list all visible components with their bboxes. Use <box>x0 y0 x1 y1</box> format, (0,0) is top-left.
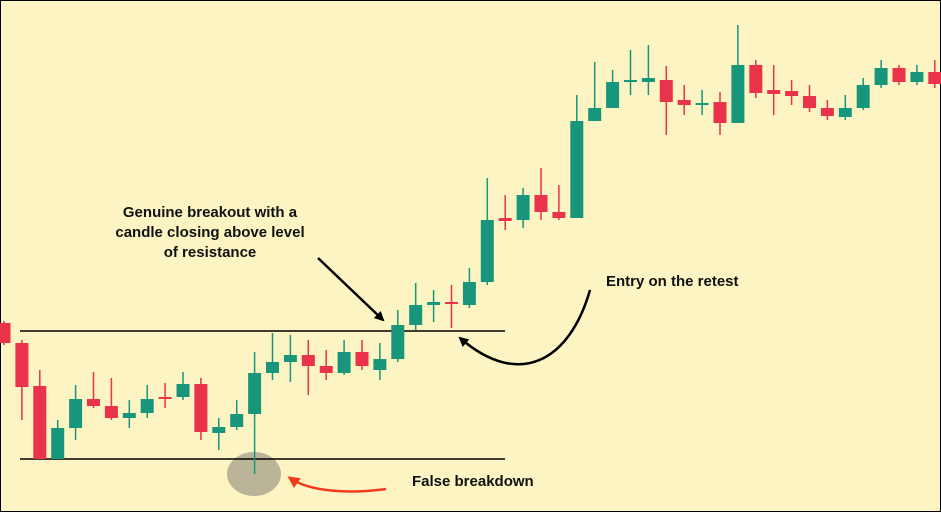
candle-body <box>534 195 548 212</box>
candle-body <box>283 355 297 362</box>
candle-body <box>570 121 584 218</box>
candle-body <box>337 352 351 373</box>
candle-body <box>624 80 637 82</box>
annotation: candle closing above level <box>115 224 304 241</box>
arrow <box>287 476 387 493</box>
annotation: False breakdown <box>412 473 534 490</box>
candle-body <box>194 384 208 432</box>
candle-body <box>588 108 602 121</box>
arrow <box>317 257 385 322</box>
candle-body <box>445 302 458 304</box>
candle-body <box>158 397 172 399</box>
candle-body <box>677 100 691 105</box>
candle-body <box>427 302 441 305</box>
candle-body <box>480 220 494 282</box>
candle-body <box>301 355 315 366</box>
arrow <box>458 289 592 366</box>
candle-body <box>409 305 423 325</box>
candle-body <box>0 323 11 343</box>
candle-body <box>892 68 906 82</box>
candle-body <box>552 212 566 218</box>
candle-body <box>749 65 763 93</box>
candle-body <box>785 91 799 96</box>
candle-body <box>122 413 136 418</box>
candle-body <box>391 325 405 359</box>
candle-body <box>230 414 244 427</box>
candle-body <box>928 72 941 84</box>
candle-body <box>373 359 387 370</box>
candle-body <box>713 102 727 123</box>
candle-body <box>140 399 154 413</box>
candle-body <box>910 72 924 82</box>
candle-body <box>15 343 29 387</box>
candle-body <box>212 427 226 433</box>
candle-body <box>498 218 512 221</box>
candle-body <box>606 82 620 108</box>
candle-body <box>731 65 745 123</box>
candle-body <box>462 282 476 305</box>
candle-body <box>803 96 816 108</box>
candle-body <box>874 68 888 85</box>
candle-body <box>516 195 530 220</box>
candle-body <box>87 399 100 406</box>
annotation: of resistance <box>164 244 257 261</box>
candle-body <box>104 406 118 418</box>
candle-body <box>695 103 709 105</box>
candle-body <box>248 373 262 414</box>
candle-body <box>820 108 834 116</box>
candle-body <box>69 399 83 428</box>
candle-body <box>659 80 673 102</box>
candle-body <box>838 108 852 117</box>
candle-body <box>33 386 47 459</box>
annotation: Genuine breakout with a <box>123 204 298 221</box>
candle-body <box>266 362 279 373</box>
candle-body <box>641 78 655 82</box>
candle-body <box>856 85 870 108</box>
annotation: Entry on the retest <box>606 273 739 290</box>
candle-body <box>319 366 333 373</box>
candle-body <box>767 90 781 94</box>
candle-body <box>355 352 369 366</box>
candle-body <box>176 384 190 397</box>
candle-body <box>51 428 65 459</box>
